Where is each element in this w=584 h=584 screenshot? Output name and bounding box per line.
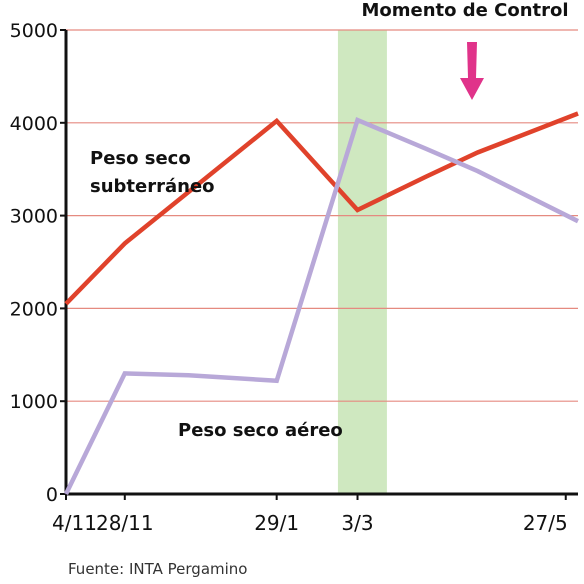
x-tick-label-4: 27/5 [523, 511, 568, 535]
y-axis-ticks: 0 1000 2000 3000 4000 5000 [10, 20, 66, 506]
y-tick-label-1000: 1000 [10, 391, 58, 413]
source-note: Fuente: INTA Pergamino [68, 560, 248, 578]
arrow-icon [460, 42, 484, 100]
series-label-subterraneo-1: subterráneo [90, 176, 215, 197]
y-tick-label-3000: 3000 [10, 206, 58, 228]
x-tick-label-3: 3/3 [341, 511, 373, 535]
y-tick-label-5000: 5000 [10, 20, 58, 42]
highlight-band [337, 30, 387, 494]
series-line-aereo [63, 116, 580, 495]
x-tick-label-2: 29/1 [254, 511, 299, 535]
series-labels: Peso seco subterráneo Peso seco aéreo [90, 148, 343, 441]
series-label-aereo-0: Peso seco aéreo [178, 420, 343, 441]
series-line-subterraneo [64, 111, 579, 306]
x-axis-ticks: 4/11 28/11 29/1 3/3 27/5 [52, 494, 568, 535]
series-label-subterraneo-0: Peso seco [90, 148, 191, 169]
x-tick-label-0: 4/11 [52, 511, 97, 535]
y-tick-label-2000: 2000 [10, 298, 58, 320]
series-lines [63, 111, 580, 495]
y-tick-label-4000: 4000 [10, 113, 58, 135]
y-tick-label-0: 0 [46, 484, 58, 506]
x-tick-label-1: 28/11 [96, 511, 154, 535]
highlight-label: Momento de Control [361, 0, 568, 21]
gridlines [66, 29, 578, 402]
